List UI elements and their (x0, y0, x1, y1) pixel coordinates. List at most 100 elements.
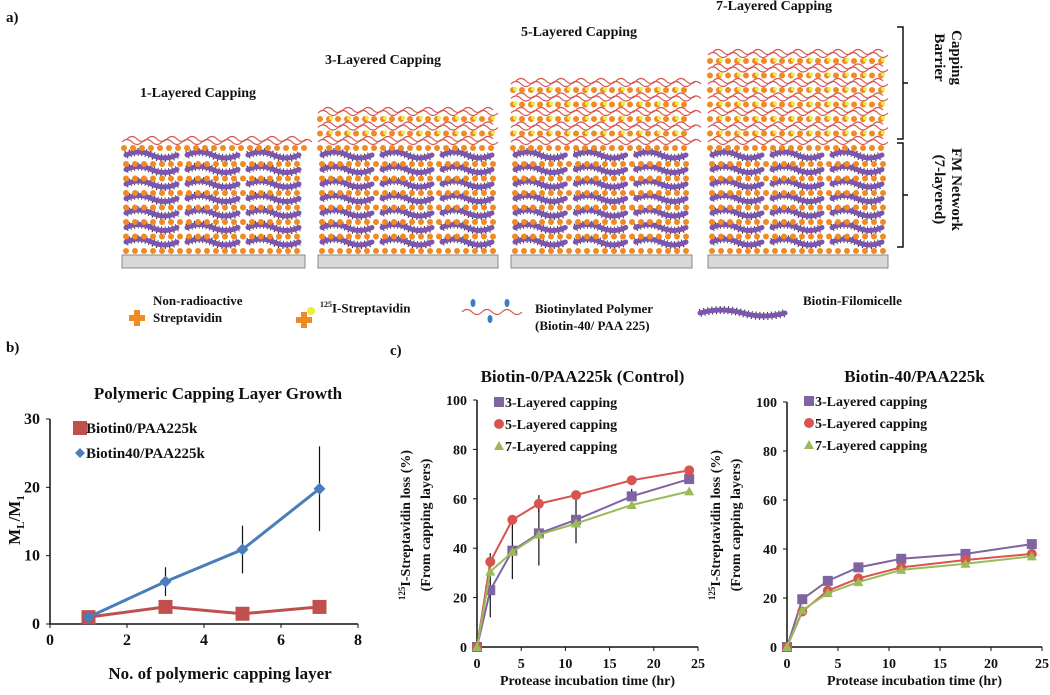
streptavidin-icon (719, 116, 723, 120)
streptavidin-icon (575, 204, 581, 211)
streptavidin-icon (213, 248, 219, 254)
streptavidin-icon (549, 87, 553, 91)
streptavidin-icon (665, 190, 671, 196)
streptavidin-icon (797, 130, 803, 137)
streptavidin-icon (593, 175, 599, 182)
streptavidin-icon (337, 204, 343, 211)
legend-label: 5-Layered capping (815, 417, 927, 432)
streptavidin-icon (791, 101, 795, 106)
streptavidin-icon (806, 145, 812, 151)
streptavidin-icon (663, 130, 669, 137)
streptavidin-icon (709, 248, 715, 254)
streptavidin-icon (799, 175, 805, 182)
streptavidin-icon (537, 130, 543, 137)
streptavidin-icon (674, 219, 680, 225)
streptavidin-icon (645, 101, 651, 108)
streptavidin-icon (799, 233, 805, 240)
streptavidin-icon (249, 175, 255, 182)
streptavidin-icon (549, 130, 553, 135)
streptavidin-icon (727, 204, 733, 211)
substrate-plate (317, 254, 499, 269)
streptavidin-icon (548, 161, 554, 167)
streptavidin-icon (603, 101, 607, 106)
streptavidin-icon (382, 204, 388, 211)
streptavidin-icon (481, 175, 487, 182)
filomicelle-icon (439, 193, 495, 204)
streptavidin-icon (860, 145, 866, 151)
x-axis-label: Protease incubation time (hr) (827, 674, 1002, 689)
streptavidin-icon (434, 145, 440, 151)
streptavidin-icon (851, 101, 857, 108)
streptavidin-icon (222, 175, 228, 182)
streptavidin-icon (791, 130, 795, 135)
streptavidin-icon (584, 190, 590, 196)
streptavidin-icon (620, 175, 626, 182)
square-marker (312, 599, 327, 614)
streptavidin-icon (539, 175, 545, 182)
streptavidin-icon (665, 219, 671, 225)
streptavidin-icon (781, 248, 787, 254)
streptavidin-icon (491, 116, 495, 120)
polymer-strand-icon (712, 77, 884, 85)
streptavidin-icon (645, 116, 651, 122)
streptavidin-icon (409, 161, 415, 167)
streptavidin-icon (727, 161, 733, 167)
streptavidin-icon (647, 190, 653, 196)
streptavidin-icon (530, 190, 536, 196)
streptavidin-icon (656, 190, 662, 196)
filomicelle-icon (245, 236, 302, 248)
streptavidin-icon (781, 175, 787, 182)
y-label-sup: 125 (707, 586, 717, 600)
streptavidin-icon (202, 145, 208, 151)
streptavidin-icon (627, 87, 633, 93)
streptavidin-icon (675, 87, 679, 91)
streptavidin-icon (621, 116, 625, 120)
triangle-marker (485, 566, 496, 576)
streptavidin-icon (773, 72, 777, 77)
streptavidin-icon (797, 116, 803, 122)
streptavidin-icon (718, 233, 724, 240)
streptavidin-icon (195, 190, 201, 196)
streptavidin-icon (123, 248, 129, 254)
streptavidin-icon (737, 87, 741, 91)
streptavidin-icon (132, 233, 138, 240)
streptavidin-icon (123, 204, 129, 211)
series-Biotin40/PAA225k: Biotin40/PAA225k (75, 446, 326, 624)
polymer-strand-icon (712, 63, 884, 70)
triangle-marker (507, 546, 518, 556)
streptavidin-icon (709, 204, 715, 211)
filomicelle-icon (709, 178, 765, 190)
streptavidin-icon (401, 116, 405, 120)
streptavidin-icon (683, 190, 689, 196)
streptavidin-icon (337, 219, 343, 225)
streptavidin-icon (566, 233, 572, 240)
streptavidin-icon (461, 130, 467, 137)
filomicelle-icon (572, 222, 629, 233)
polymer-strand-icon (707, 138, 889, 146)
streptavidin-icon (736, 248, 742, 254)
streptavidin-icon (512, 204, 518, 211)
streptavidin-icon (123, 175, 129, 182)
streptavidin-icon (763, 204, 769, 211)
streptavidin-icon (647, 204, 653, 211)
chart-title: Biotin-40/PAA225k (844, 367, 985, 386)
streptavidin-icon (575, 248, 581, 254)
panel-a-label: a) (6, 10, 19, 26)
streptavidin-icon (353, 145, 359, 151)
streptavidin-icon (512, 219, 518, 225)
streptavidin-icon (557, 248, 563, 254)
streptavidin-icon (337, 161, 343, 167)
triangle-marker (684, 486, 695, 496)
streptavidin-icon (611, 204, 617, 211)
polymer-strand-icon (712, 135, 884, 143)
streptavidin-icon (844, 219, 850, 225)
streptavidin-icon (761, 130, 767, 137)
streptavidin-icon (274, 145, 280, 151)
filomicelle-icon (319, 236, 375, 248)
streptavidin-icon (391, 175, 397, 182)
streptavidin-icon (871, 219, 877, 225)
streptavidin-icon (591, 145, 597, 151)
polymer-strand-icon (317, 109, 499, 117)
streptavidin-icon (347, 130, 351, 135)
streptavidin-icon (186, 219, 192, 225)
